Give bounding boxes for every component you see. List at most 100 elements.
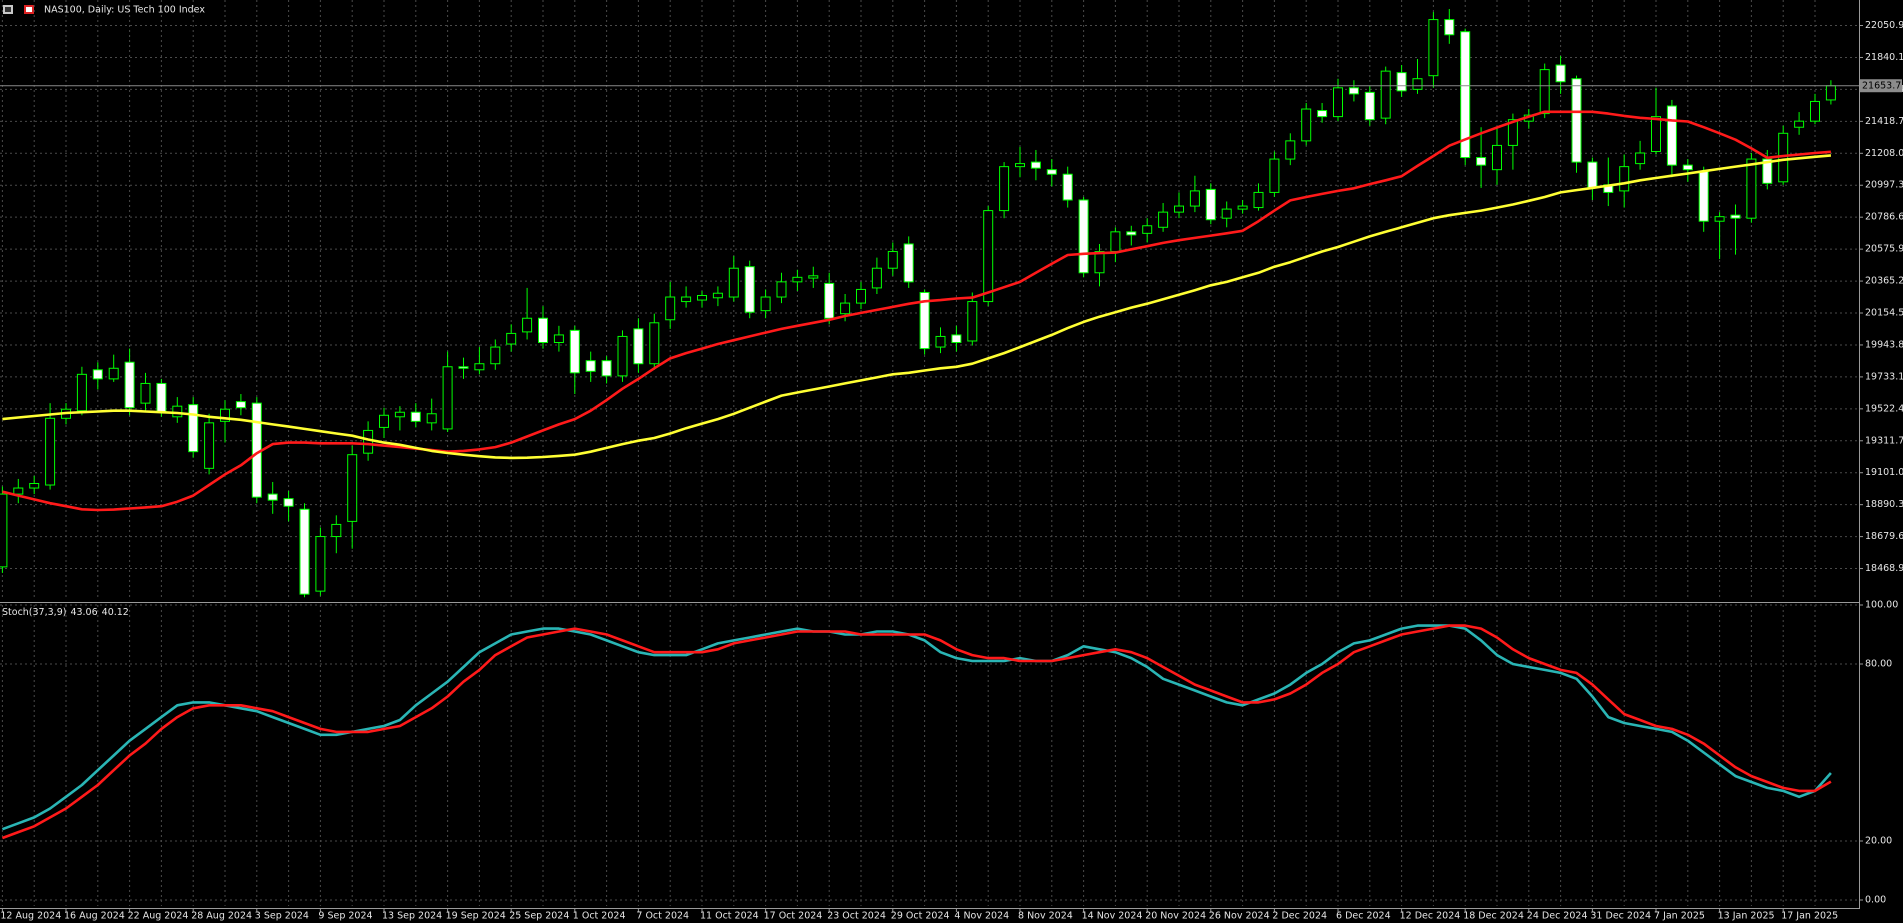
candle-body (903, 243, 914, 283)
x-tick-label: 25 Sep 2024 (509, 911, 569, 922)
x-tick-label: 22 Aug 2024 (128, 911, 189, 922)
y-tick-label: 18679.6 (1865, 531, 1903, 542)
candle-body (426, 413, 437, 424)
series-line (2, 110, 1831, 512)
candle-body (1555, 64, 1566, 83)
plot-area (1, 624, 1832, 840)
x-tick-label: 2 Dec 2024 (1272, 911, 1327, 922)
y-tick-label: 20575.9 (1865, 244, 1903, 255)
candle-body (299, 508, 310, 595)
x-tick-label: 6 Dec 2024 (1336, 911, 1391, 922)
y-tick-label: 18468.9 (1865, 563, 1903, 574)
y-tick-label: 20154.5 (1865, 308, 1903, 319)
candle-body (633, 328, 644, 365)
x-tick-label: 1 Oct 2024 (573, 911, 626, 922)
candle-body (156, 382, 167, 413)
x-tick-label: 19 Sep 2024 (446, 911, 506, 922)
x-tick-label: 14 Nov 2024 (1082, 911, 1143, 922)
candle-body (1317, 110, 1328, 118)
candle-body (220, 408, 230, 422)
x-tick-label: 11 Oct 2024 (700, 911, 759, 922)
x-tick-label: 20 Nov 2024 (1145, 911, 1206, 922)
x-tick-label: 16 Aug 2024 (64, 911, 125, 922)
y-tick-label: 19943.8 (1865, 339, 1903, 350)
candle-body (1237, 205, 1248, 210)
candle-body (1253, 191, 1264, 209)
candle-body (29, 482, 40, 489)
candle-body (744, 266, 755, 313)
candle-body (649, 322, 660, 365)
candle-body (522, 317, 533, 333)
x-tick-label: 12 Dec 2024 (1400, 911, 1461, 922)
candle-body (1301, 108, 1312, 142)
indicator-value: 43.06 (70, 607, 97, 618)
candle-body (1348, 87, 1359, 95)
candle-body (76, 373, 87, 412)
symbol-icons (3, 5, 34, 14)
candle-body (1364, 91, 1375, 121)
x-tick-label: 4 Nov 2024 (954, 911, 1009, 922)
candle-body (1619, 166, 1630, 192)
x-tick-label: 13 Jan 2025 (1718, 911, 1775, 922)
series-line (2, 154, 1832, 460)
candle-body (1492, 144, 1502, 171)
candle-body (1174, 205, 1184, 213)
indicator-name: Stoch(37,3,9) (2, 607, 66, 618)
x-tick-label: 7 Oct 2024 (636, 911, 689, 922)
candle-body (824, 282, 835, 319)
candle-body (538, 317, 548, 344)
last-price-tag (1860, 79, 1902, 93)
candle-body (617, 335, 628, 377)
candle-body (871, 267, 882, 289)
candle-body (1444, 19, 1455, 36)
candle-body (1396, 72, 1407, 92)
candle-body (1380, 70, 1391, 119)
candle-body (792, 276, 803, 283)
y-tick-label: 21840.1 (1865, 52, 1903, 63)
candle-body (506, 332, 517, 345)
y-tick-label: 80.00 (1865, 659, 1892, 670)
candle-body (1221, 208, 1232, 219)
candle-body (951, 334, 962, 344)
candle-body (1269, 158, 1280, 193)
panel (0, 8, 1859, 598)
candle-body (13, 487, 24, 495)
candle-body (569, 329, 580, 374)
series-line (1, 624, 1832, 840)
candle-body (140, 382, 151, 404)
x-tick-label: 9 Sep 2024 (318, 911, 372, 922)
candle-body (999, 166, 1010, 212)
candle-body (458, 366, 469, 369)
candle-body (331, 523, 342, 538)
x-tick-label: 31 Dec 2024 (1590, 911, 1651, 922)
y-tick-label: 20.00 (1865, 836, 1892, 847)
y-tick-label: 21208.0 (1865, 148, 1903, 159)
series-line (1, 624, 1832, 831)
candle-body (1062, 173, 1073, 201)
candle-body (840, 302, 851, 315)
y-tick-label: 0.00 (1865, 895, 1886, 906)
candle-body (585, 360, 596, 372)
candle-body (983, 210, 994, 303)
x-tick-label: 8 Nov 2024 (1018, 911, 1073, 922)
icon (26, 7, 32, 12)
candle-body (490, 346, 501, 365)
candle-body (1651, 116, 1661, 152)
candle-body (283, 498, 294, 507)
candle-body (235, 401, 246, 409)
candle-body (1810, 100, 1820, 122)
x-tick-label: 29 Oct 2024 (891, 911, 950, 922)
y-tick-label: 21418.7 (1865, 116, 1903, 127)
candle-body (553, 334, 564, 344)
candle-body (919, 291, 930, 350)
y-tick-label: 18890.3 (1865, 499, 1903, 510)
candle-body (1046, 169, 1057, 175)
x-tick-label: 12 Aug 2024 (0, 911, 61, 922)
candle-body (697, 295, 707, 301)
x-tick-label: 17 Oct 2024 (764, 911, 823, 922)
x-tick-label: 26 Nov 2024 (1209, 911, 1270, 922)
candle-body (1428, 19, 1439, 77)
candle-body (1539, 69, 1550, 115)
candle-body (1333, 87, 1343, 118)
